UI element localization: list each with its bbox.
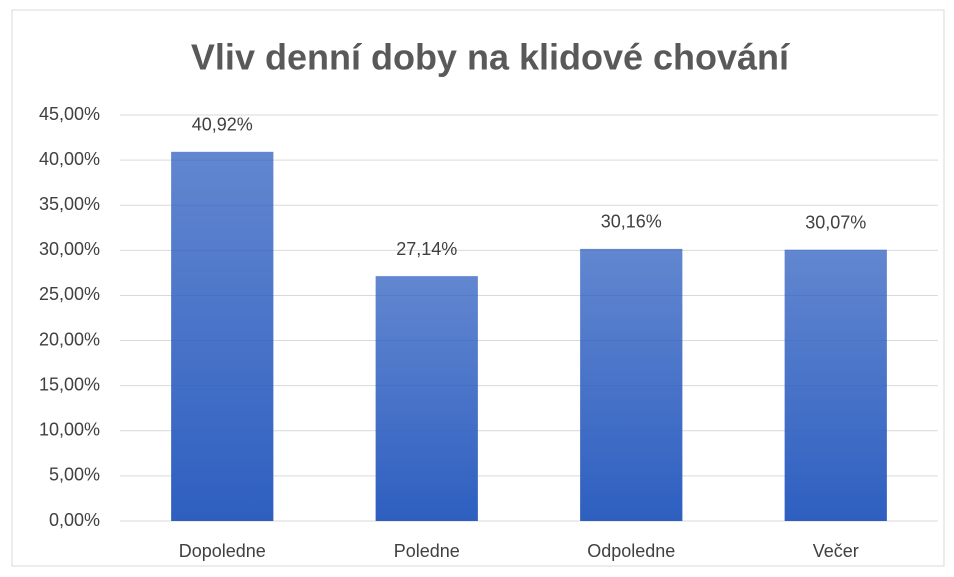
chart-title: Vliv denní doby na klidové chování [191,37,790,78]
y-tick-label: 40,00% [39,149,100,169]
x-tick-label: Večer [813,541,859,561]
x-tick-label: Dopoledne [179,541,266,561]
bar [171,151,274,521]
y-tick-label: 45,00% [39,104,100,124]
data-label: 40,92% [192,115,253,135]
y-tick-label: 30,00% [39,239,100,259]
data-label: 30,16% [601,212,662,232]
bar [580,248,683,521]
data-label: 30,07% [805,212,866,232]
y-tick-label: 20,00% [39,329,100,349]
bar [375,276,478,521]
y-tick-label: 15,00% [39,374,100,394]
x-tick-label: Poledne [394,541,460,561]
y-tick-label: 25,00% [39,284,100,304]
y-tick-label: 0,00% [49,510,100,530]
x-tick-label: Odpoledne [587,541,675,561]
y-tick-label: 5,00% [49,465,100,485]
y-tick-label: 10,00% [39,420,100,440]
data-label: 27,14% [396,239,457,259]
y-tick-label: 35,00% [39,194,100,214]
bar [784,249,887,521]
